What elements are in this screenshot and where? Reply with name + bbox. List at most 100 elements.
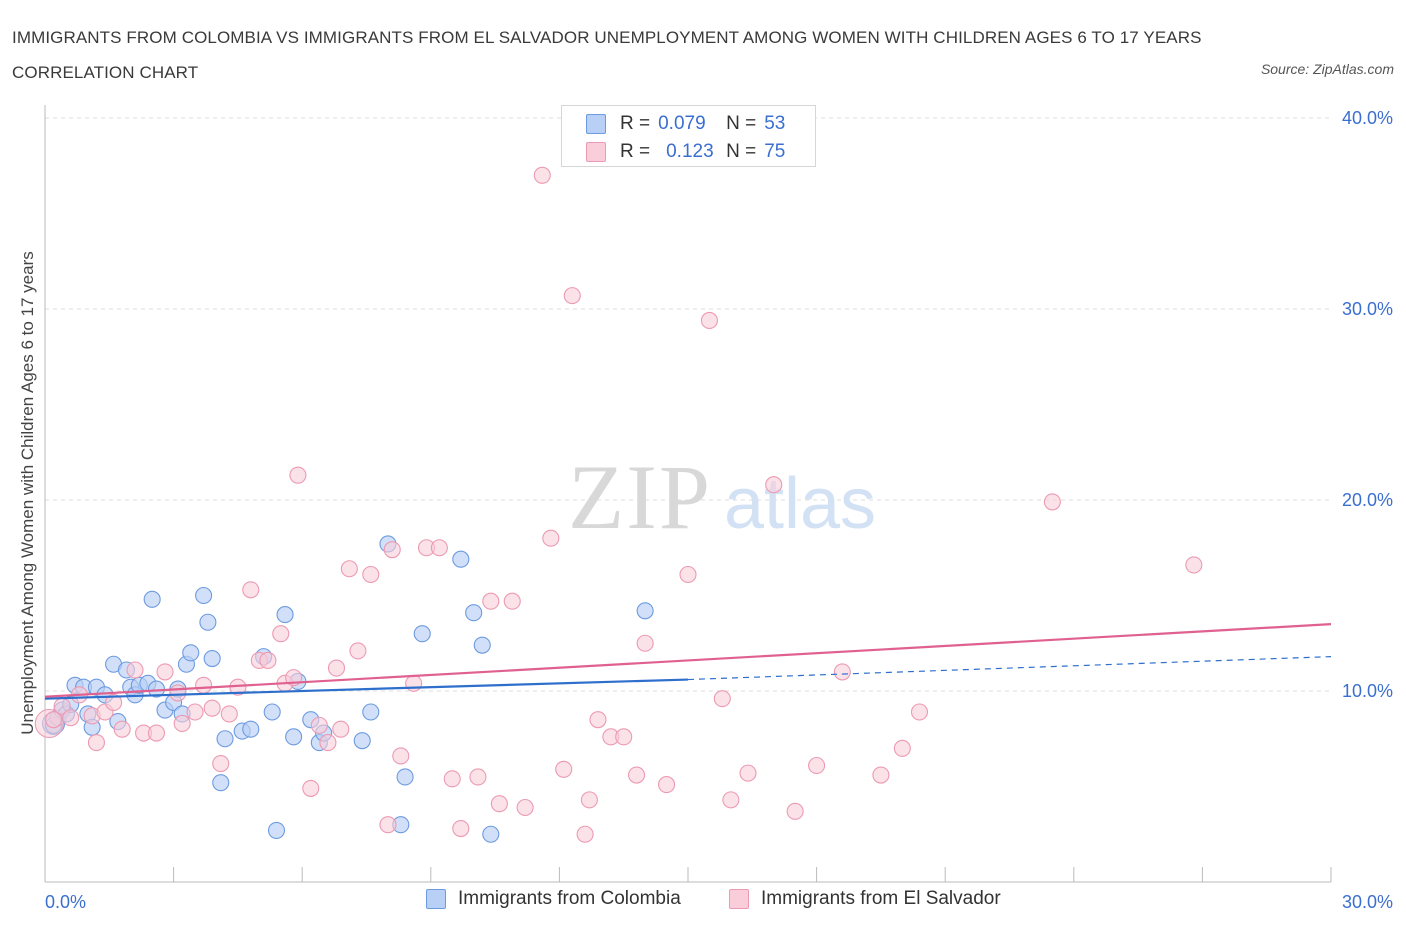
correlation-legend: R = 0.079 N = 53 R = 0.123 N = 75	[561, 105, 816, 167]
point-elsalvador	[713, 690, 731, 708]
point-elsalvador	[469, 768, 487, 786]
point-elsalvador	[615, 728, 633, 746]
elsalvador-swatch	[586, 142, 606, 162]
point-elsalvador	[310, 716, 328, 734]
point-elsalvador	[542, 529, 560, 547]
point-elsalvador	[302, 779, 320, 797]
trend-layer	[44, 623, 1332, 700]
y-tick-label: 10.0%	[1342, 681, 1393, 701]
point-elsalvador	[808, 756, 826, 775]
y-axis-title: Unemployment Among Women with Children A…	[18, 251, 37, 735]
series-elsalvador-points	[34, 166, 1203, 843]
point-elsalvador	[392, 747, 410, 765]
point-elsalvador	[156, 663, 174, 681]
tick-label-layer: 10.0% 20.0% 30.0% 40.0% 0.0% 30.0% Unemploymen…	[18, 108, 1393, 912]
point-colombia	[353, 732, 371, 750]
point-elsalvador	[658, 776, 676, 794]
point-elsalvador	[628, 766, 646, 784]
r-label: R =	[620, 141, 651, 162]
point-elsalvador	[430, 539, 448, 557]
point-elsalvador	[893, 739, 911, 757]
point-elsalvador	[765, 476, 783, 494]
legend-row-colombia: R = 0.079 N = 53	[586, 110, 785, 138]
point-colombia	[636, 602, 654, 620]
point-elsalvador	[722, 791, 740, 809]
point-elsalvador	[113, 720, 131, 738]
point-elsalvador	[45, 711, 63, 729]
point-elsalvador	[589, 711, 607, 729]
point-elsalvador	[126, 661, 144, 679]
point-elsalvador	[700, 311, 718, 330]
point-elsalvador	[786, 802, 804, 820]
colombia-swatch	[426, 889, 446, 909]
r-value: 0.079	[658, 113, 706, 134]
point-colombia	[473, 636, 491, 654]
watermark-zip: ZIP	[568, 446, 712, 548]
point-colombia	[362, 703, 380, 721]
point-elsalvador	[580, 791, 598, 809]
point-colombia	[182, 644, 200, 662]
point-elsalvador	[910, 703, 929, 721]
point-colombia	[212, 774, 230, 792]
point-elsalvador	[362, 565, 380, 584]
point-elsalvador	[327, 659, 346, 677]
point-elsalvador	[212, 755, 230, 773]
r-label: R =	[620, 113, 651, 134]
point-elsalvador	[105, 693, 123, 712]
point-colombia	[242, 720, 260, 738]
series-legend: Immigrants from Colombia Immigrants from…	[0, 888, 1406, 916]
point-elsalvador	[576, 825, 594, 843]
point-colombia	[413, 625, 431, 643]
point-elsalvador	[1043, 493, 1061, 511]
point-colombia	[267, 821, 286, 839]
point-elsalvador	[490, 795, 508, 813]
point-colombia	[199, 613, 217, 631]
chart-title: IMMIGRANTS FROM COLOMBIA VS IMMIGRANTS F…	[12, 28, 1202, 82]
watermark-atlas: atlas	[724, 464, 876, 544]
elsalvador-swatch	[729, 889, 749, 909]
legend-label-elsalvador: Immigrants from El Salvador	[761, 888, 1001, 909]
n-value: 53	[764, 113, 786, 134]
legend-item-colombia: Immigrants from Colombia	[426, 888, 681, 910]
point-elsalvador	[169, 684, 187, 702]
trendline-elsalvador	[44, 623, 1332, 698]
point-elsalvador	[1185, 556, 1203, 574]
watermark-layer: ZIP atlas	[568, 446, 876, 548]
point-elsalvador	[87, 734, 105, 752]
legend-item-elsalvador: Immigrants from El Salvador	[729, 888, 1001, 910]
point-colombia	[276, 606, 294, 624]
point-elsalvador	[319, 734, 337, 752]
colombia-swatch	[586, 114, 606, 134]
point-elsalvador	[636, 634, 654, 652]
x-tick-label-start: 0.0%	[45, 892, 86, 912]
point-colombia	[216, 730, 234, 748]
point-elsalvador	[349, 642, 367, 660]
point-elsalvador	[739, 764, 757, 782]
point-elsalvador	[340, 560, 358, 578]
point-elsalvador	[62, 709, 80, 727]
point-elsalvador	[872, 766, 890, 784]
point-colombia	[263, 703, 281, 721]
point-elsalvador	[679, 565, 697, 584]
point-elsalvador	[533, 166, 551, 184]
n-label: N =	[726, 141, 757, 162]
point-elsalvador	[173, 714, 191, 733]
point-colombia	[396, 768, 414, 786]
point-elsalvador	[516, 798, 534, 817]
point-colombia	[143, 590, 161, 608]
y-tick-label: 20.0%	[1342, 490, 1393, 510]
point-elsalvador	[203, 699, 221, 717]
grid-layer	[45, 117, 1331, 692]
point-elsalvador	[405, 674, 423, 692]
y-tick-label: 40.0%	[1342, 108, 1393, 128]
point-colombia	[482, 825, 500, 843]
point-elsalvador	[332, 720, 350, 738]
point-elsalvador	[220, 705, 238, 723]
trendline-colombia	[44, 678, 689, 700]
point-colombia	[203, 649, 221, 668]
point-elsalvador	[383, 541, 401, 559]
point-colombia	[285, 728, 303, 746]
point-elsalvador	[289, 466, 307, 484]
trendline-colombia-extension	[687, 656, 1332, 681]
